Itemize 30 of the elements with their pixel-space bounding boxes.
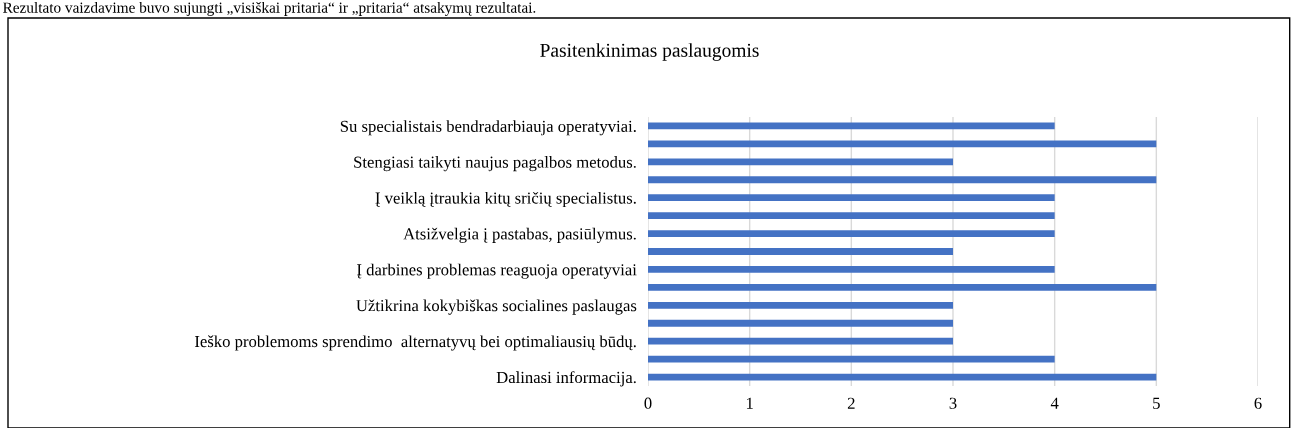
x-tick-label: 5: [1153, 397, 1160, 409]
bar: [648, 283, 1157, 291]
bar: [648, 176, 1157, 184]
bar: [648, 301, 953, 309]
bar: [648, 355, 1055, 363]
y-tick-label: Į veiklą įtraukia kitų sričių specialistus.: [375, 191, 636, 208]
text: Rezultato vaizdavime buvo sujungti „visiškai pritaria“ ir „pritaria“ atsakymų rezultatai.: [3, 2, 536, 16]
y-tick-label: Su specialistais bendradarbiauja operatyviai.: [340, 120, 636, 136]
bar: [648, 230, 1055, 237]
bar: [648, 337, 953, 345]
y-tick-label: Ieško problemoms sprendimo alternatyvų bei optimaliausių būdų.: [194, 335, 636, 351]
y-tick-label: Atsižvelgia į pastabas, pasiūlymus.: [403, 227, 636, 243]
y-tick-label: Stengiasi taikyti naujus pagalbos metodus.: [354, 156, 636, 172]
x-tick-label: 4: [1050, 397, 1059, 409]
chart-title: Pasitenkinimas paslaugomis: [540, 43, 759, 61]
bar: [648, 158, 953, 166]
bar: [648, 266, 1055, 273]
x-tick-label: 2: [847, 397, 855, 409]
y-tick-label: Užtikrina kokybiškas socialines paslaugas: [356, 299, 637, 315]
y-tick-label: Į darbines problemas reaguoja operatyviai: [357, 263, 637, 279]
bar: [648, 248, 953, 255]
x-tick-label: 6: [1254, 397, 1262, 409]
bar: [648, 212, 1055, 220]
y-tick-label: Dalinasi informacija.: [496, 371, 636, 387]
x-tick-label: 0: [644, 397, 652, 409]
x-tick-label: 3: [949, 397, 957, 409]
bar: [648, 140, 1157, 148]
x-tick-label: 1: [746, 397, 753, 409]
bar: [648, 194, 1055, 202]
bar: [648, 319, 953, 327]
